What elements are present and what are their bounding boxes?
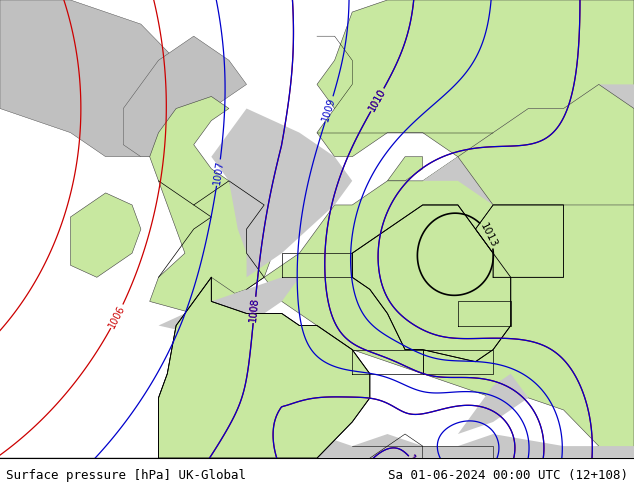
Text: 1008: 1008 [249, 297, 261, 322]
Polygon shape [353, 205, 511, 362]
Text: 1013: 1013 [478, 221, 499, 249]
Polygon shape [211, 108, 353, 277]
Polygon shape [0, 0, 211, 157]
Text: 1010: 1010 [367, 87, 388, 113]
Polygon shape [158, 434, 634, 458]
Polygon shape [70, 193, 141, 277]
Polygon shape [0, 446, 194, 458]
Text: Surface pressure [hPa] UK-Global: Surface pressure [hPa] UK-Global [6, 469, 247, 482]
Polygon shape [423, 84, 634, 205]
Text: 1007: 1007 [212, 160, 225, 186]
Text: 1006: 1006 [107, 303, 127, 330]
Polygon shape [158, 277, 299, 458]
Text: 1008: 1008 [406, 454, 429, 479]
Text: 1008: 1008 [406, 454, 429, 479]
Text: 1008: 1008 [249, 297, 261, 322]
Polygon shape [387, 157, 423, 181]
Text: Sa 01-06-2024 00:00 UTC (12+108): Sa 01-06-2024 00:00 UTC (12+108) [387, 469, 628, 482]
Polygon shape [458, 374, 528, 434]
Polygon shape [158, 277, 299, 338]
Polygon shape [458, 84, 634, 205]
Text: 1010: 1010 [367, 87, 388, 113]
Polygon shape [158, 157, 634, 458]
Text: 1009: 1009 [321, 96, 337, 122]
Polygon shape [150, 97, 273, 314]
Polygon shape [476, 205, 564, 277]
Polygon shape [158, 277, 370, 458]
Polygon shape [317, 0, 634, 157]
Text: 1007: 1007 [437, 459, 463, 481]
Polygon shape [123, 36, 247, 157]
